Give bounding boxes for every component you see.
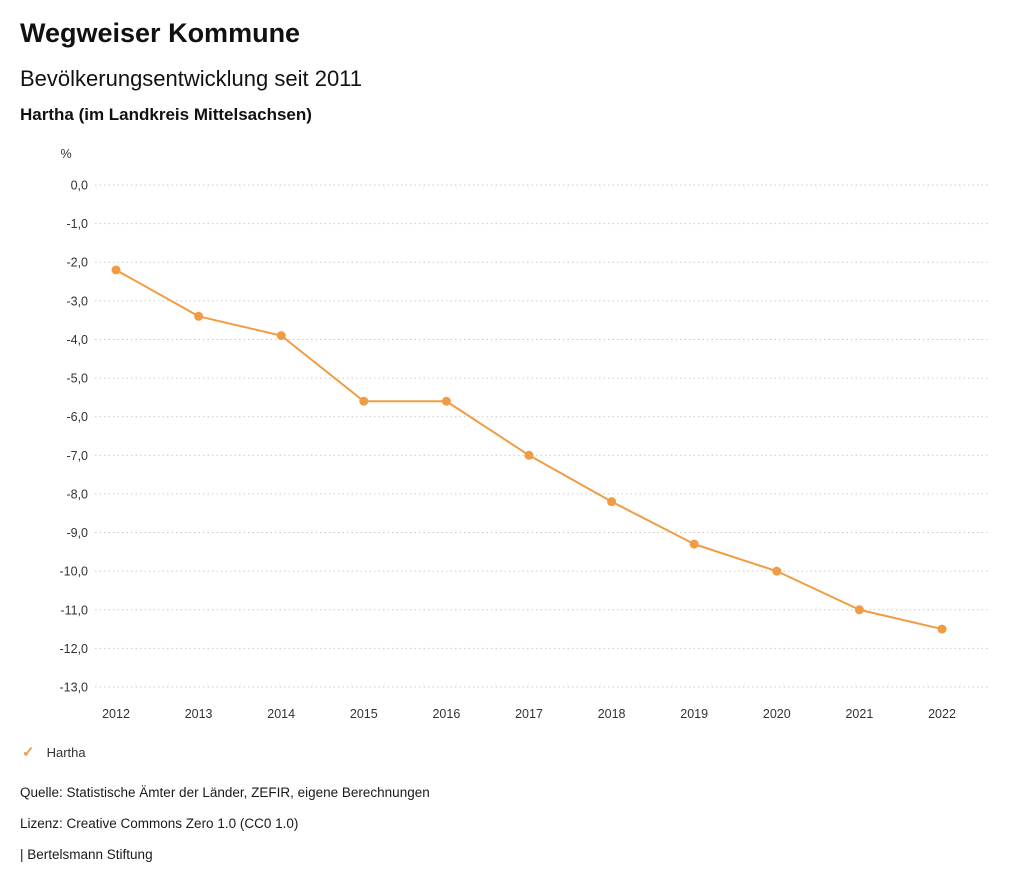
y-tick-label: -6,0 [66,410,88,424]
y-tick-label: -9,0 [66,526,88,540]
x-tick-label: 2012 [102,707,130,721]
y-axis-unit-label: % [60,147,71,161]
line-chart: 0,0 -1,0 -2,0 -3,0 -4,0 -5,0 -6,0 -7,0 -8,0 -9,0 -… [60,147,990,721]
series-line-hartha [115,268,943,631]
y-tick-label: -1,0 [66,217,88,231]
legend-check-icon: ✓ [22,744,35,761]
data-point[interactable] [111,265,121,275]
data-point[interactable] [359,396,369,406]
chart-region-subtitle: Hartha (im Landkreis Mittelsachsen) [20,105,312,124]
data-point[interactable] [194,311,204,321]
chart-canvas: 0,0 -1,0 -2,0 -3,0 -4,0 -5,0 -6,0 -7,0 -8,0 -9,0 -… [60,147,990,721]
x-tick-label: 2022 [928,707,956,721]
x-tick-label: 2017 [515,707,543,721]
x-tick-label: 2019 [680,707,708,721]
x-tick-label: 2014 [267,707,295,721]
data-point[interactable] [689,539,699,549]
source-note: Quelle: Statistische Ämter der Länder, Z… [20,785,430,800]
x-tick-label: 2021 [845,707,873,721]
x-tick-label: 2015 [350,707,378,721]
y-tick-label: -10,0 [60,565,89,579]
x-tick-label: 2018 [598,707,626,721]
legend-item-hartha[interactable]: ✓ Hartha [22,745,86,760]
y-tick-label: -3,0 [66,294,88,308]
data-point[interactable] [772,566,782,576]
license-note: Lizenz: Creative Commons Zero 1.0 (CC0 1… [20,816,299,831]
data-point[interactable] [854,605,864,615]
data-point[interactable] [524,450,534,460]
x-tick-label: 2020 [763,707,791,721]
y-tick-label: 0,0 [71,179,88,193]
y-tick-label: -7,0 [66,449,88,463]
data-point[interactable] [441,396,451,406]
data-point[interactable] [276,331,286,341]
y-tick-label: -11,0 [60,603,88,617]
y-tick-label: -4,0 [66,333,88,347]
y-tick-label: -12,0 [60,642,89,656]
y-tick-label: -5,0 [66,372,88,386]
y-tick-label: -2,0 [66,256,88,270]
y-tick-label: -8,0 [66,487,88,501]
legend-label: Hartha [46,745,86,760]
chart-title: Bevölkerungsentwicklung seit 2011 [20,66,363,91]
x-tick-label: 2013 [185,707,213,721]
attribution-note: | Bertelsmann Stiftung [20,847,153,862]
y-tick-label: -13,0 [60,681,89,695]
x-tick-label: 2016 [432,707,460,721]
data-point[interactable] [937,624,947,634]
data-point[interactable] [607,497,617,507]
page-title: Wegweiser Kommune [20,18,301,48]
